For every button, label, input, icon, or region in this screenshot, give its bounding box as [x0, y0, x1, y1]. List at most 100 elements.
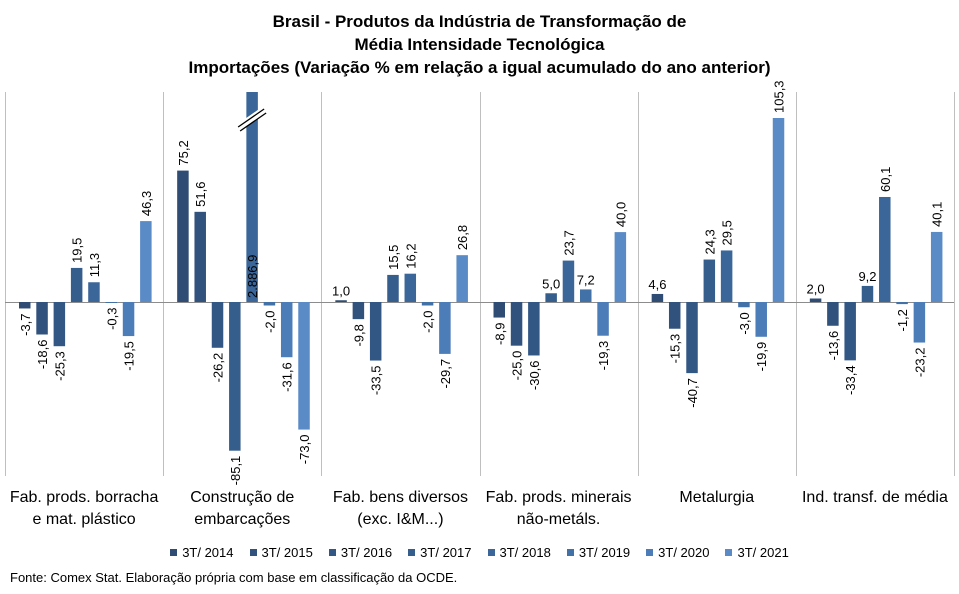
bar [493, 302, 505, 318]
axis-break-mark [237, 107, 267, 132]
data-label: -73,0 [297, 435, 312, 465]
bar [177, 170, 189, 302]
legend-label: 3T/ 2018 [499, 545, 551, 560]
chart-title: Brasil - Produtos da Indústria de Transf… [0, 10, 959, 79]
data-label: -33,5 [369, 366, 384, 396]
legend-label: 3T/ 2021 [737, 545, 789, 560]
data-label: 1,0 [332, 283, 350, 298]
data-label: 29,5 [720, 220, 735, 245]
data-label: 60,1 [878, 167, 893, 192]
data-label: -85,1 [228, 456, 243, 486]
data-label: -33,4 [843, 365, 858, 395]
data-label: 2,0 [807, 282, 825, 297]
category-label: Metalurgia [679, 489, 754, 506]
bar [861, 285, 874, 302]
data-label: -3,7 [18, 313, 33, 335]
chart-legend: 3T/ 2014 3T/ 2015 3T/ 2016 3T/ 2017 3T/ 2018… [0, 545, 959, 560]
bar [562, 260, 575, 302]
legend-label: 3T/ 2017 [420, 545, 472, 560]
bar [421, 302, 434, 306]
data-label: -40,7 [685, 378, 700, 408]
data-label: -26,2 [211, 353, 226, 383]
legend-swatch [725, 549, 733, 556]
data-label: 9,2 [858, 269, 876, 284]
category-label: Fab. prods. borracha [10, 489, 159, 506]
bar [122, 302, 135, 337]
category-label: Construção de [190, 489, 294, 506]
data-label: 11,3 [87, 253, 102, 277]
data-label: 16,2 [403, 243, 418, 268]
legend-swatch [328, 549, 336, 556]
data-label: 15,5 [386, 245, 401, 270]
bar [36, 302, 48, 335]
bar [703, 259, 716, 302]
bar [211, 302, 224, 348]
bar [105, 302, 117, 303]
data-label: -0,3 [104, 308, 119, 330]
category-label: Fab. bens diversos [333, 489, 468, 506]
data-label: -25,0 [510, 351, 525, 381]
data-label: 51,6 [193, 182, 208, 207]
data-label: -3,0 [737, 312, 752, 334]
bar [140, 221, 152, 302]
data-label: 26,8 [455, 225, 470, 250]
bar [280, 302, 293, 358]
legend-swatch [646, 549, 654, 556]
data-label: 5,0 [542, 276, 560, 291]
data-label: -18,6 [35, 340, 50, 370]
data-label: -19,5 [122, 341, 137, 371]
bar [263, 302, 276, 306]
bars-group [19, 92, 943, 451]
bar [387, 274, 399, 302]
legend-label: 3T/ 2020 [658, 545, 710, 560]
axis-break-stroke [239, 112, 267, 132]
data-label: -31,6 [280, 362, 295, 392]
data-label: 105,3 [772, 80, 787, 113]
category-label: (exc. I&M...) [357, 511, 443, 528]
bar [720, 250, 733, 302]
data-label: -8,9 [492, 323, 507, 345]
data-label: 7,2 [577, 272, 595, 287]
data-label: 4,6 [648, 277, 666, 292]
bar [352, 302, 365, 320]
legend-item: 3T/ 2021 [725, 545, 789, 560]
bar [53, 302, 66, 347]
data-label: 46,3 [139, 191, 154, 216]
data-label: 2.886,9 [245, 255, 260, 298]
chart-title-line-2: Média Intensidade Tecnológica [354, 35, 605, 54]
legend-item: 3T/ 2016 [328, 545, 392, 560]
bar [686, 302, 698, 374]
bar [439, 302, 451, 354]
legend-swatch [408, 549, 416, 556]
bar [597, 302, 609, 336]
bar [404, 273, 417, 302]
data-label: -2,0 [421, 310, 436, 332]
category-label: não-metáls. [517, 511, 601, 528]
legend-label: 3T/ 2019 [578, 545, 631, 560]
data-label: 75,2 [176, 140, 191, 165]
bar [879, 196, 891, 302]
legend-item: 3T/ 2018 [487, 545, 551, 560]
bar [844, 302, 856, 361]
bar [809, 298, 822, 302]
data-label: -19,9 [754, 342, 769, 372]
data-label: -9,8 [351, 324, 366, 346]
category-label: embarcações [194, 511, 290, 528]
axis-break-stroke [237, 108, 265, 128]
legend-label: 3T/ 2015 [261, 545, 313, 560]
category-labels-group: Fab. prods. borracha e mat. plástico Const… [10, 489, 948, 528]
data-label: -30,6 [527, 360, 542, 390]
bar [70, 267, 83, 302]
data-label: -2,0 [262, 310, 277, 332]
chart-title-line-1: Brasil - Produtos da Indústria de Transf… [272, 12, 687, 31]
source-note: Fonte: Comex Stat. Elaboração própria co… [10, 570, 458, 585]
data-label: 40,0 [613, 202, 628, 227]
legend-item: 3T/ 2014 [170, 545, 234, 560]
bar [772, 118, 785, 302]
bar [88, 282, 100, 302]
legend-item: 3T/ 2015 [249, 545, 313, 560]
bar [369, 302, 382, 361]
category-label: Fab. prods. minerais [486, 489, 632, 506]
bar [194, 211, 206, 302]
legend-swatch [566, 549, 574, 556]
